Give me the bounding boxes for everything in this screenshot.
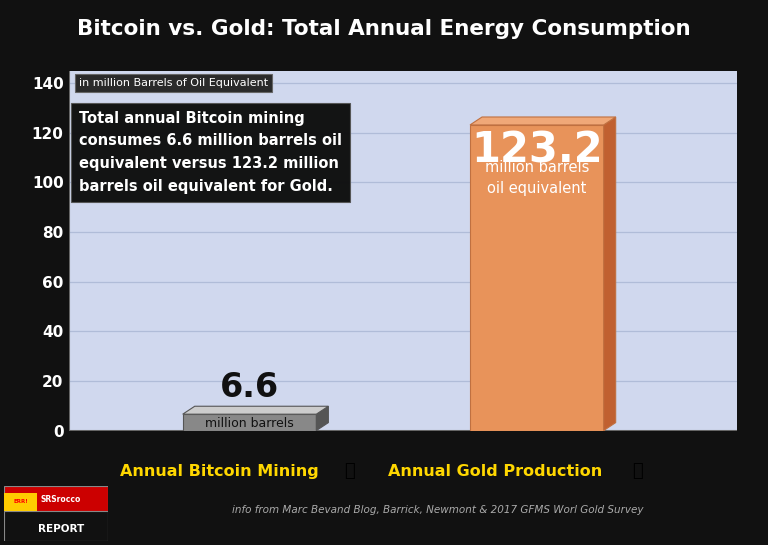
Text: million barrels
oil equivalent: million barrels oil equivalent (485, 160, 589, 196)
Text: Bitcoin vs. Gold: Total Annual Energy Consumption: Bitcoin vs. Gold: Total Annual Energy Co… (78, 19, 690, 39)
Text: Total annual Bitcoin mining
consumes 6.6 million barrels oil
equivalent versus 1: Total annual Bitcoin mining consumes 6.6… (79, 111, 342, 194)
Text: ERR!: ERR! (13, 499, 28, 505)
Polygon shape (470, 117, 616, 125)
Text: Annual Gold Production: Annual Gold Production (389, 464, 602, 479)
FancyBboxPatch shape (4, 486, 108, 516)
FancyBboxPatch shape (470, 125, 604, 431)
Text: REPORT: REPORT (38, 524, 84, 534)
Text: in million Barrels of Oil Equivalent: in million Barrels of Oil Equivalent (79, 78, 268, 88)
Text: info from Marc Bevand Blog, Barrick, Newmont & 2017 GFMS Worl Gold Survey: info from Marc Bevand Blog, Barrick, New… (232, 505, 644, 514)
FancyBboxPatch shape (4, 511, 108, 541)
Text: SRSrocco: SRSrocco (41, 495, 81, 504)
FancyBboxPatch shape (183, 414, 316, 431)
Polygon shape (183, 406, 329, 414)
Text: Annual Bitcoin Mining: Annual Bitcoin Mining (120, 464, 318, 479)
Text: million barrels
oil equivalent: million barrels oil equivalent (205, 417, 294, 447)
Polygon shape (604, 117, 616, 431)
Polygon shape (316, 406, 329, 431)
FancyBboxPatch shape (4, 493, 37, 511)
Text: 🪙: 🪙 (344, 462, 355, 481)
Text: 123.2: 123.2 (471, 130, 603, 172)
Text: 🔥: 🔥 (632, 462, 643, 481)
Text: 6.6: 6.6 (220, 371, 279, 404)
